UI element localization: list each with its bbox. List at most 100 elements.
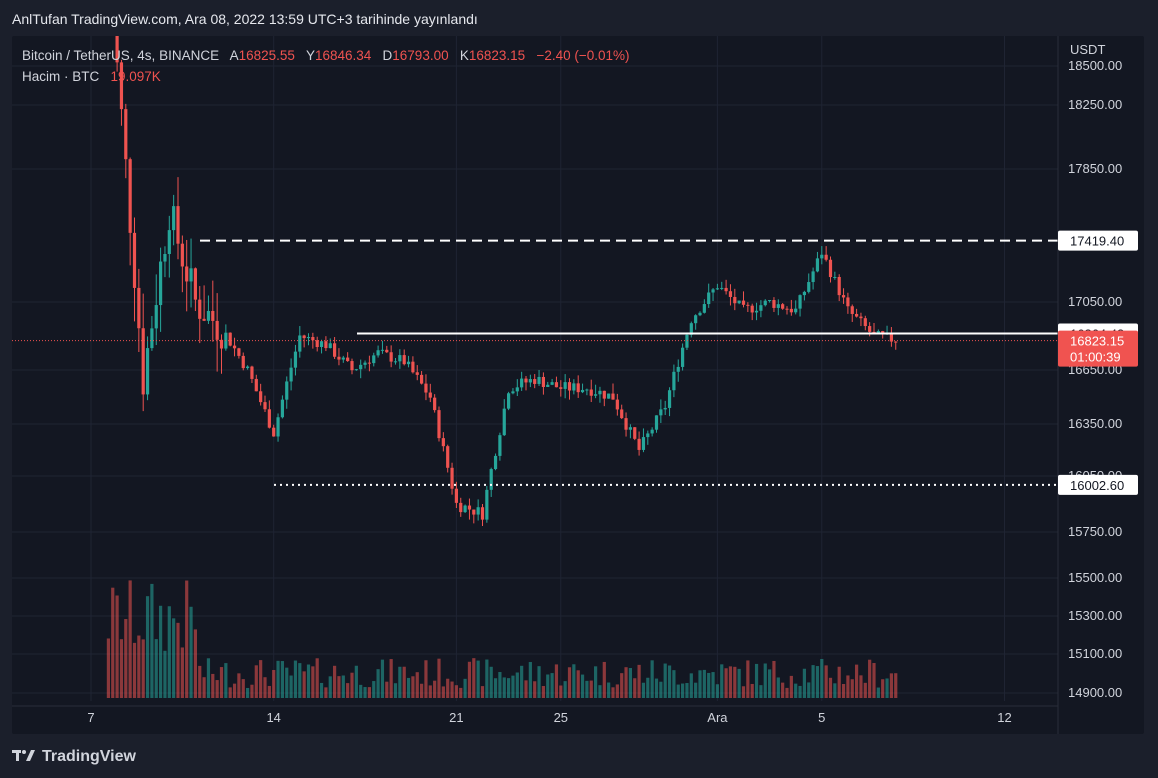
candle-body (768, 300, 772, 302)
candle-body (685, 334, 689, 348)
candle-body (559, 387, 563, 389)
volume-bar (393, 683, 398, 698)
volume-bar (446, 678, 450, 698)
volume-bar (124, 619, 128, 698)
candlestick-chart[interactable]: USDT18500.0018250.0017850.0017050.001665… (12, 36, 1144, 734)
volume-bar (794, 683, 798, 698)
candle-body (846, 297, 850, 307)
candle-body (389, 352, 393, 362)
volume-bar (754, 663, 759, 698)
volume-bar (894, 673, 898, 698)
volume-bar (106, 638, 110, 698)
time-tick-label: Ara (707, 710, 728, 725)
candle-body (681, 347, 685, 367)
volume-bar (602, 661, 606, 698)
candle-body (385, 349, 389, 353)
volume-bar (224, 663, 228, 698)
candle-body (441, 438, 445, 447)
candle-body (254, 378, 258, 392)
volume-bar (715, 684, 719, 698)
volume-bar (115, 595, 119, 698)
volume-bar (502, 677, 506, 698)
candle-body (137, 287, 141, 329)
candle-body (154, 305, 158, 329)
candle-body (206, 310, 211, 321)
volume-bar (193, 629, 197, 698)
volume-bar (433, 680, 437, 698)
volume-bar (285, 667, 289, 698)
volume-bar (145, 596, 150, 698)
candle-body (311, 337, 315, 341)
candle-body (350, 361, 354, 371)
candle-body (180, 243, 184, 267)
volume-bar (415, 672, 419, 698)
candle-body (781, 304, 785, 309)
footer-brand[interactable]: TradingView (12, 746, 136, 767)
volume-bar (159, 605, 163, 698)
volume-bar (689, 673, 693, 698)
price-scale-currency[interactable]: USDT (1070, 42, 1105, 57)
volume-bar (872, 663, 876, 698)
volume-bar (885, 678, 889, 698)
time-tick-label: 7 (87, 710, 94, 725)
volume-bar (646, 677, 650, 698)
legend-volume-label[interactable]: Hacim · BTC (22, 69, 100, 84)
candle-body (498, 435, 502, 456)
candle-body (676, 366, 680, 372)
candle-body (802, 291, 806, 296)
candle-body (480, 507, 485, 520)
candle-body (259, 391, 263, 403)
volume-bar (637, 664, 641, 698)
candle-body (306, 337, 311, 339)
volume-bar (246, 687, 250, 698)
volume-bar (528, 662, 532, 698)
candle-body (367, 362, 371, 364)
candle-body (328, 343, 332, 349)
volume-bar (776, 677, 780, 698)
volume-bar (119, 639, 124, 698)
volume-bar (798, 685, 802, 698)
volume-bar (698, 670, 702, 698)
price-tick-label: 16350.00 (1068, 416, 1122, 431)
volume-bar (441, 686, 445, 698)
legend-ohlc-row: Bitcoin / TetherUS, 4s, BINANCE A16825.5… (22, 45, 630, 66)
candle-body (733, 296, 737, 304)
candle-body (145, 348, 150, 395)
volume-bar (402, 666, 406, 698)
volume-bar (615, 684, 619, 698)
volume-bar (276, 660, 280, 698)
candle-body (132, 232, 137, 288)
candle-body (119, 62, 124, 110)
legend-high: 16846.34 (314, 48, 372, 63)
volume-bar (280, 661, 284, 698)
candle-body (868, 326, 872, 332)
volume-bar (702, 669, 706, 698)
candle-body (289, 367, 293, 382)
time-tick-label: 14 (266, 710, 280, 725)
volume-bar (341, 675, 345, 698)
volume-bar (132, 642, 137, 698)
volume-bar (250, 684, 254, 698)
resistance-tag: 17419.40 (1070, 234, 1124, 249)
candle-body (485, 489, 489, 520)
volume-bar (667, 665, 672, 698)
chart-frame[interactable]: USDT 18500.00 18250.00 17850.00 17050.00 1665… (12, 36, 1144, 734)
legend-symbol[interactable]: Bitcoin / TetherUS, 4s, BINANCE (22, 48, 220, 63)
countdown-tag: 01:00:39 (1070, 350, 1121, 365)
candle-body (585, 389, 589, 391)
volume-bar (489, 666, 493, 698)
volume-bar (741, 686, 746, 698)
candle-body (620, 409, 624, 419)
candle-body (724, 287, 728, 292)
volume-bar (846, 675, 850, 698)
volume-bar (154, 639, 158, 698)
candle-body (293, 351, 298, 368)
volume-bar (141, 639, 145, 698)
candle-body (428, 392, 432, 398)
candle-body (315, 340, 319, 348)
candle-body (167, 230, 171, 255)
volume-bar (337, 676, 341, 698)
volume-bar (367, 687, 371, 698)
candle-body (128, 159, 132, 233)
volume-bar (328, 676, 332, 698)
